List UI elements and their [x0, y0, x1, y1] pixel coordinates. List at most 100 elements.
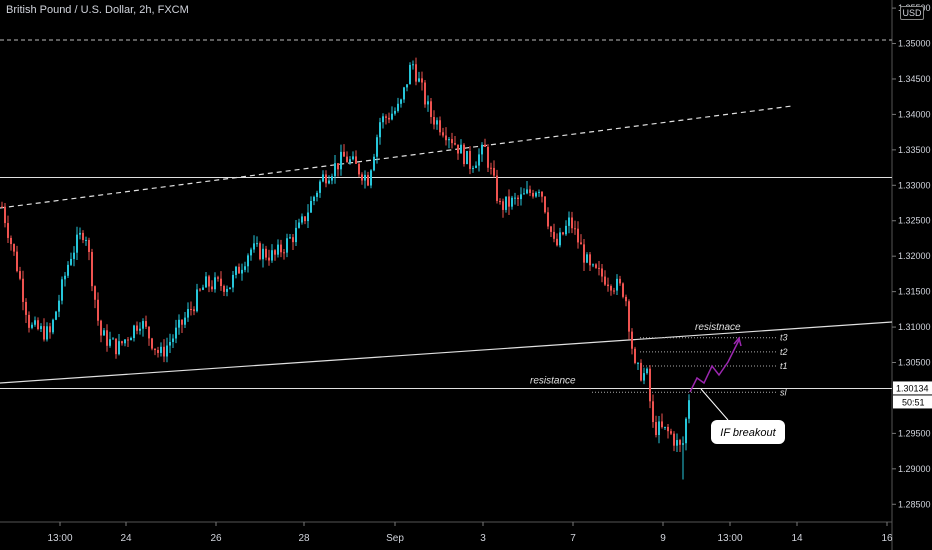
- candle-up: [298, 222, 300, 228]
- candle-down: [37, 320, 39, 330]
- candle-down: [91, 251, 93, 287]
- candle-down: [670, 431, 672, 434]
- candle-down: [10, 237, 12, 245]
- candle-down: [19, 271, 21, 279]
- candle-down: [490, 167, 492, 169]
- candle-down: [265, 248, 267, 258]
- candle-up: [286, 238, 288, 253]
- candle-up: [382, 116, 384, 123]
- candle-up: [67, 264, 69, 276]
- dashed-upper-trendline: [0, 105, 793, 209]
- time-tick-label: 13:00: [47, 533, 72, 544]
- candle-up: [586, 254, 588, 263]
- candle-down: [433, 116, 435, 125]
- candle-up: [40, 326, 42, 330]
- candle-down: [283, 252, 285, 254]
- candle-down: [439, 120, 441, 133]
- candle-up: [184, 317, 186, 325]
- candle-down: [625, 296, 627, 302]
- candle-down: [619, 278, 621, 284]
- candle-down: [442, 132, 444, 136]
- candle-down: [220, 278, 222, 287]
- candle-down: [121, 341, 123, 344]
- candle-down: [544, 196, 546, 213]
- candle-up: [235, 266, 237, 275]
- candle-down: [649, 368, 651, 402]
- candle-down: [667, 426, 669, 432]
- candle-up: [307, 212, 309, 222]
- currency-button[interactable]: USD: [900, 6, 924, 20]
- price-tick-label: 1.32000: [898, 251, 931, 261]
- candle-up: [133, 325, 135, 339]
- candle-up: [46, 326, 48, 340]
- candle-down: [13, 244, 15, 252]
- candle-up: [142, 321, 144, 329]
- price-tick-label: 1.28500: [898, 499, 931, 509]
- candle-down: [385, 116, 387, 118]
- candle-up: [58, 300, 60, 312]
- candle-up: [535, 192, 537, 197]
- candle-up: [241, 269, 243, 274]
- candle-down: [553, 231, 555, 239]
- candle-up: [643, 373, 645, 381]
- candle-down: [541, 191, 543, 197]
- candle-down: [88, 239, 90, 252]
- candle-down: [640, 362, 642, 381]
- candle-up: [370, 170, 372, 186]
- candle-down: [499, 200, 501, 202]
- time-tick-label: 3: [480, 533, 486, 544]
- symbol-title: British Pound / U.S. Dollar, 2h, FXCM: [6, 4, 189, 16]
- candle-down: [445, 135, 447, 141]
- candle-down: [181, 319, 183, 325]
- candle-up: [526, 189, 528, 194]
- candle-down: [106, 330, 108, 346]
- candle-up: [373, 156, 375, 171]
- time-tick-label: 24: [120, 533, 132, 544]
- candle-up: [322, 174, 324, 182]
- candle-down: [154, 348, 156, 351]
- candle-down: [613, 290, 615, 292]
- candle-down: [610, 286, 612, 291]
- candle-down: [577, 228, 579, 243]
- candle-up: [466, 150, 468, 165]
- candle-up: [313, 196, 315, 201]
- candle-up: [256, 243, 258, 245]
- candle-down: [607, 284, 609, 287]
- candle-up: [229, 287, 231, 289]
- candle-up: [103, 330, 105, 336]
- candle-up: [418, 78, 420, 82]
- candle-up: [565, 225, 567, 235]
- lower-trendline: [0, 321, 893, 384]
- candle-up: [658, 421, 660, 436]
- time-tick-label: 14: [791, 533, 803, 544]
- candle-down: [628, 301, 630, 332]
- candle-down: [415, 64, 417, 82]
- candle-up: [262, 248, 264, 260]
- candle-down: [367, 174, 369, 186]
- candle-down: [280, 244, 282, 253]
- candle-down: [502, 201, 504, 210]
- projection-arrowhead: [733, 336, 742, 347]
- candle-up: [481, 144, 483, 155]
- candle-down: [82, 232, 84, 241]
- candle-up: [568, 217, 570, 226]
- candle-up: [475, 165, 477, 168]
- candle-up: [349, 159, 351, 163]
- candle-up: [187, 309, 189, 318]
- candle-down: [655, 422, 657, 436]
- candle-down: [343, 151, 345, 157]
- candle-down: [493, 167, 495, 176]
- candle-up: [319, 181, 321, 193]
- candle-up: [289, 237, 291, 239]
- candle-up: [310, 200, 312, 213]
- candle-up: [205, 276, 207, 288]
- price-tick-label: 1.35000: [898, 39, 931, 49]
- candle-up: [472, 167, 474, 169]
- candle-up: [166, 345, 168, 357]
- last-price-label: 1.30134: [896, 383, 929, 393]
- t3-label: t3: [780, 333, 788, 343]
- candle-up: [31, 324, 33, 328]
- time-tick-label: 16: [881, 533, 893, 544]
- candle-up: [688, 400, 690, 419]
